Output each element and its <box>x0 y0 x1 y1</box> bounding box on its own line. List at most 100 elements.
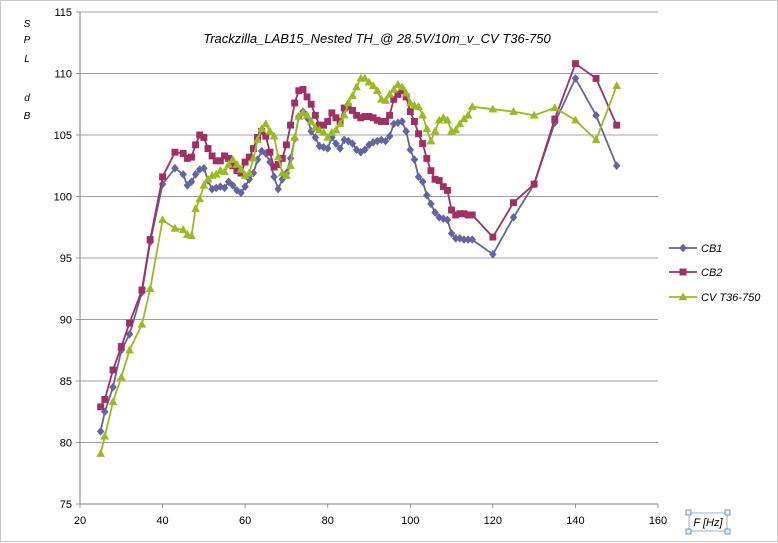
data-point <box>426 136 436 145</box>
data-point <box>348 90 357 99</box>
data-point <box>406 145 415 155</box>
data-point <box>443 215 452 225</box>
data-point <box>427 167 435 175</box>
selection-handle[interactable] <box>685 509 692 516</box>
data-point <box>451 125 461 134</box>
data-point <box>489 249 497 259</box>
data-point <box>422 190 431 200</box>
selection-handle[interactable] <box>724 509 731 516</box>
data-point <box>423 154 431 162</box>
data-point <box>336 144 344 153</box>
data-point <box>96 427 105 436</box>
data-point <box>529 110 539 119</box>
data-point <box>179 169 188 179</box>
data-point <box>571 60 579 68</box>
gridlines <box>80 11 658 443</box>
data-point <box>96 448 106 457</box>
data-point <box>410 118 418 125</box>
data-point <box>286 161 295 169</box>
legend-label: CV T36-750 <box>701 292 761 304</box>
data-point <box>530 180 538 188</box>
data-point <box>117 343 125 351</box>
data-point <box>311 133 320 142</box>
data-point <box>262 132 270 140</box>
data-point <box>571 115 580 124</box>
data-point <box>282 141 290 149</box>
y-axis-label-char: P <box>24 35 31 46</box>
data-point <box>224 177 233 187</box>
data-point <box>192 141 200 149</box>
data-point <box>339 110 349 119</box>
data-point <box>372 86 382 94</box>
data-point <box>138 286 146 294</box>
data-point <box>253 135 262 144</box>
legend-label: CB1 <box>701 243 722 255</box>
data-point <box>204 145 212 152</box>
data-point <box>307 100 315 108</box>
data-point <box>249 145 257 152</box>
data-point <box>319 127 329 136</box>
x-axis-label-box[interactable]: F [Hz] <box>685 509 731 535</box>
legend-marker <box>679 243 687 253</box>
y-tick-label: 80 <box>60 438 72 450</box>
data-point <box>101 396 109 403</box>
data-point <box>299 86 307 93</box>
data-point <box>170 223 180 232</box>
data-point <box>349 106 356 114</box>
data-point <box>613 121 621 129</box>
data-point <box>447 229 456 238</box>
data-point <box>468 235 477 244</box>
tick-labels: 75 80 85 90 95 100 105 110 115 20 40 60 80 100 120 140 1… <box>54 7 668 527</box>
series-1 <box>96 74 621 436</box>
data-point <box>248 153 258 162</box>
data-point <box>195 194 205 203</box>
data-point <box>291 99 299 107</box>
data-point <box>126 319 133 327</box>
data-point <box>368 81 378 90</box>
data-point <box>187 177 196 187</box>
data-point <box>323 132 333 141</box>
selection-handle[interactable] <box>724 528 731 535</box>
data-point <box>389 84 399 93</box>
data-point <box>489 233 497 241</box>
data-point <box>592 74 600 82</box>
data-point <box>393 79 403 88</box>
data-point <box>298 108 308 117</box>
data-point <box>551 115 559 123</box>
data-point <box>488 104 498 113</box>
data-point <box>592 110 600 120</box>
selection-handle[interactable] <box>685 528 692 535</box>
data-point <box>159 173 167 181</box>
data-point <box>244 168 254 177</box>
data-point <box>386 111 394 119</box>
x-tick-label: 120 <box>484 515 502 527</box>
data-point <box>265 126 275 135</box>
data-point <box>467 101 477 110</box>
data-point <box>431 208 439 217</box>
legend-entry: CV T36-750 <box>669 292 761 304</box>
data-point <box>381 95 390 104</box>
data-point <box>315 125 324 134</box>
data-point <box>277 168 287 177</box>
data-point <box>427 199 435 209</box>
data-point <box>270 172 278 182</box>
data-point <box>385 131 394 141</box>
x-axis-label: F [Hz] <box>693 517 723 529</box>
data-point <box>348 139 357 148</box>
data-point <box>191 169 200 179</box>
data-point <box>509 213 518 222</box>
chart-title: Trackzilla_LAB15_Nested TH_@ 28.5V/10m_v… <box>203 31 551 46</box>
data-point <box>324 118 332 125</box>
y-tick-label: 75 <box>60 499 72 511</box>
x-axis-label-border <box>688 512 728 532</box>
data-point <box>303 93 311 101</box>
data-point <box>208 152 216 160</box>
series <box>96 60 622 457</box>
data-point <box>232 159 242 168</box>
data-point <box>306 116 316 125</box>
legend: CB1 CB2 CV T36-750 <box>669 243 761 304</box>
data-point <box>448 206 456 214</box>
data-point <box>390 95 398 103</box>
y-axis-label-char: B <box>24 111 31 122</box>
